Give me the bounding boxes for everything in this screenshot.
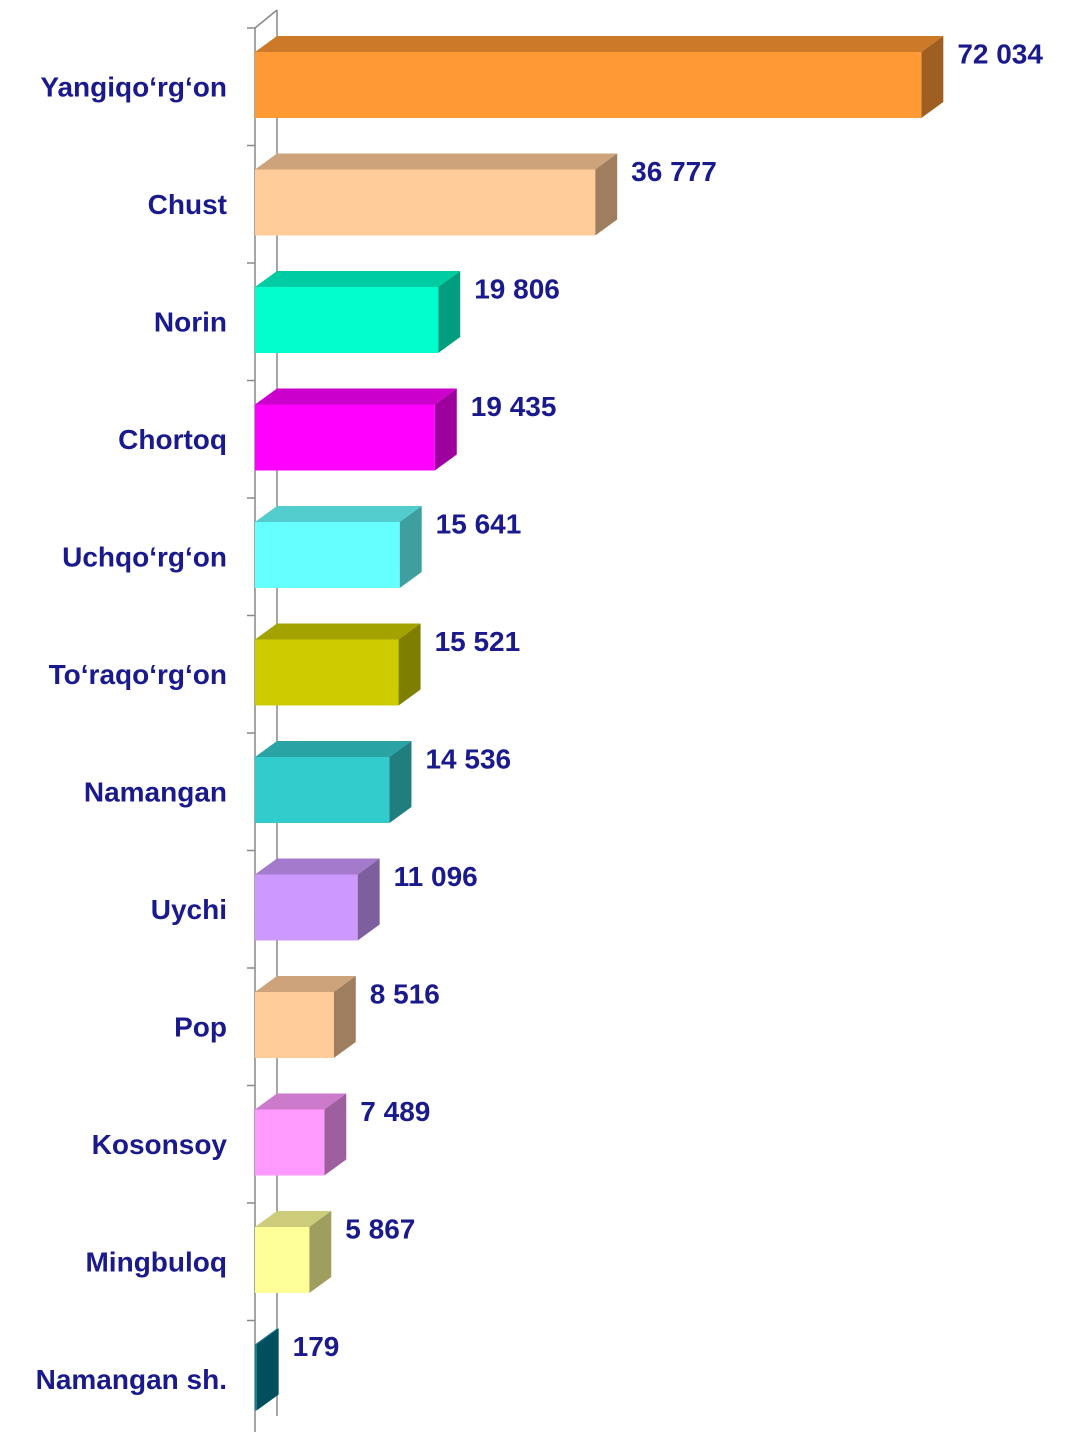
bar-top [255, 741, 412, 757]
bar-top [255, 153, 618, 170]
bar [255, 1344, 257, 1411]
bar-top [255, 271, 461, 287]
category-label: Pop [174, 1011, 227, 1042]
category-label: Namangan [84, 776, 227, 807]
bar-top [255, 36, 944, 52]
bar-side [595, 153, 618, 236]
bar-side [389, 741, 412, 823]
bar-side [398, 623, 421, 706]
bar-3d [255, 271, 461, 353]
bar-side [309, 1211, 332, 1293]
bar [255, 52, 922, 118]
bar-3d [255, 36, 944, 118]
bar-top [255, 858, 380, 875]
value-label: 7 489 [360, 1096, 430, 1127]
bar-3d [255, 858, 380, 941]
bar [255, 169, 596, 236]
bar [255, 1109, 325, 1176]
bar-top [255, 976, 356, 992]
bar-side [357, 858, 380, 941]
bar-3d [255, 741, 412, 823]
bar [255, 874, 358, 941]
value-label: 11 096 [394, 861, 478, 892]
category-label: Uchqo‘rg‘on [62, 541, 227, 572]
category-label: Chust [148, 189, 227, 220]
bar [255, 404, 435, 471]
bar [255, 992, 334, 1058]
bar [255, 639, 399, 706]
category-label: Chortoq [118, 424, 227, 455]
bar-top [255, 1093, 347, 1110]
value-label: 5 867 [345, 1213, 415, 1244]
bar-3d [255, 1211, 332, 1293]
bar-side [256, 1328, 279, 1411]
bar-top [255, 1211, 332, 1227]
value-label: 14 536 [425, 743, 511, 774]
bar [255, 287, 439, 353]
axis-top-edge [254, 9, 278, 29]
value-label: 72 034 [957, 38, 1043, 69]
value-label: 19 435 [471, 391, 557, 422]
value-label: 15 641 [436, 508, 522, 539]
category-label: Namangan sh. [36, 1364, 227, 1395]
bar-side [438, 271, 461, 353]
bar-top [255, 1328, 279, 1345]
bar-side [399, 506, 422, 588]
value-label: 15 521 [435, 626, 521, 657]
bar-top [255, 388, 457, 405]
bar-top [255, 506, 422, 522]
category-label: Yangiqo‘rg‘on [40, 71, 227, 102]
bar-3d [255, 153, 618, 236]
bar-top [255, 623, 421, 640]
bar-side [921, 36, 944, 118]
bar-3d [255, 388, 457, 471]
value-label: 179 [293, 1331, 340, 1362]
bar-3d [255, 506, 422, 588]
bar [255, 1227, 310, 1293]
bar-3d [255, 1328, 279, 1411]
axis-wall [254, 9, 278, 1432]
bar [255, 522, 400, 588]
bar-3d [255, 1093, 347, 1176]
category-label: To‘raqo‘rg‘on [49, 659, 227, 690]
value-label: 36 777 [631, 156, 717, 187]
bar-side [324, 1093, 347, 1176]
category-label: Mingbuloq [85, 1246, 227, 1277]
value-label: 8 516 [370, 978, 440, 1009]
bar [255, 757, 390, 823]
value-label: 19 806 [474, 273, 560, 304]
bar-3d [255, 623, 421, 706]
category-label: Uychi [151, 894, 227, 925]
category-label: Kosonsoy [92, 1129, 228, 1160]
category-label: Norin [154, 306, 227, 337]
bar-side [434, 388, 457, 471]
bar-side [333, 976, 356, 1058]
category-ticks [247, 27, 255, 1322]
bar-3d [255, 976, 356, 1058]
